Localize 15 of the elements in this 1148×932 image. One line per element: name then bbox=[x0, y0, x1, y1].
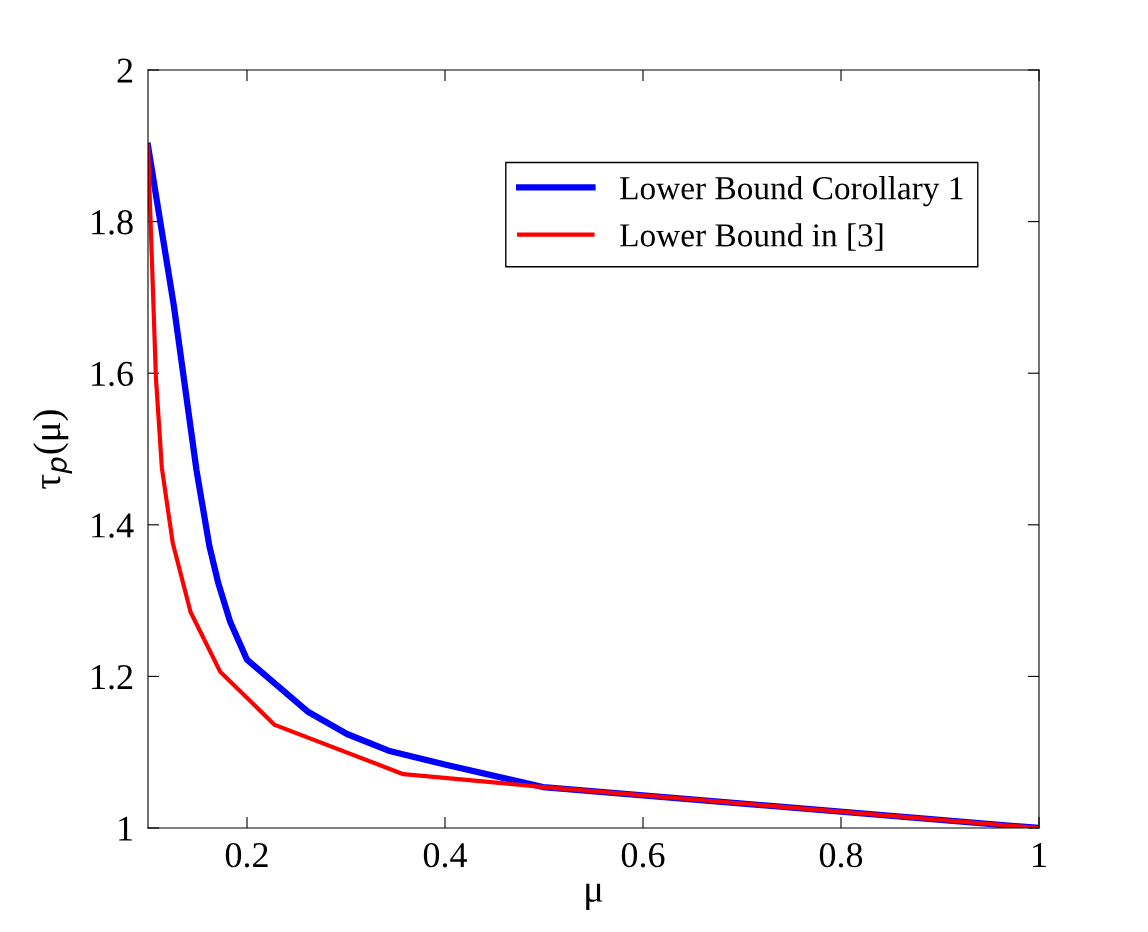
x-tick-label: 1 bbox=[1033, 843, 1046, 867]
y-tick-label: 2 bbox=[117, 58, 133, 83]
x-axis-title: μ bbox=[586, 883, 603, 910]
x-tick-label: 0.2 bbox=[225, 842, 268, 868]
y-tick-label: 1.2 bbox=[92, 665, 133, 690]
x-tick-label: 0.6 bbox=[621, 842, 665, 868]
y-axis-title: τ$_{p}$(μ) bbox=[33, 410, 73, 489]
x-tick-label: 0.8 bbox=[819, 842, 863, 868]
y-tick-label: 1 bbox=[119, 816, 132, 841]
legend-label: Lower Bound in [3] bbox=[620, 223, 883, 251]
y-tick-label: 1.8 bbox=[92, 210, 133, 235]
x-tick-label: 0.4 bbox=[423, 842, 468, 868]
y-tick-label: 1.6 bbox=[92, 361, 134, 387]
legend-label: Lower Bound Corollary 1 bbox=[620, 176, 963, 207]
y-tick-label: 1.4 bbox=[92, 513, 134, 538]
